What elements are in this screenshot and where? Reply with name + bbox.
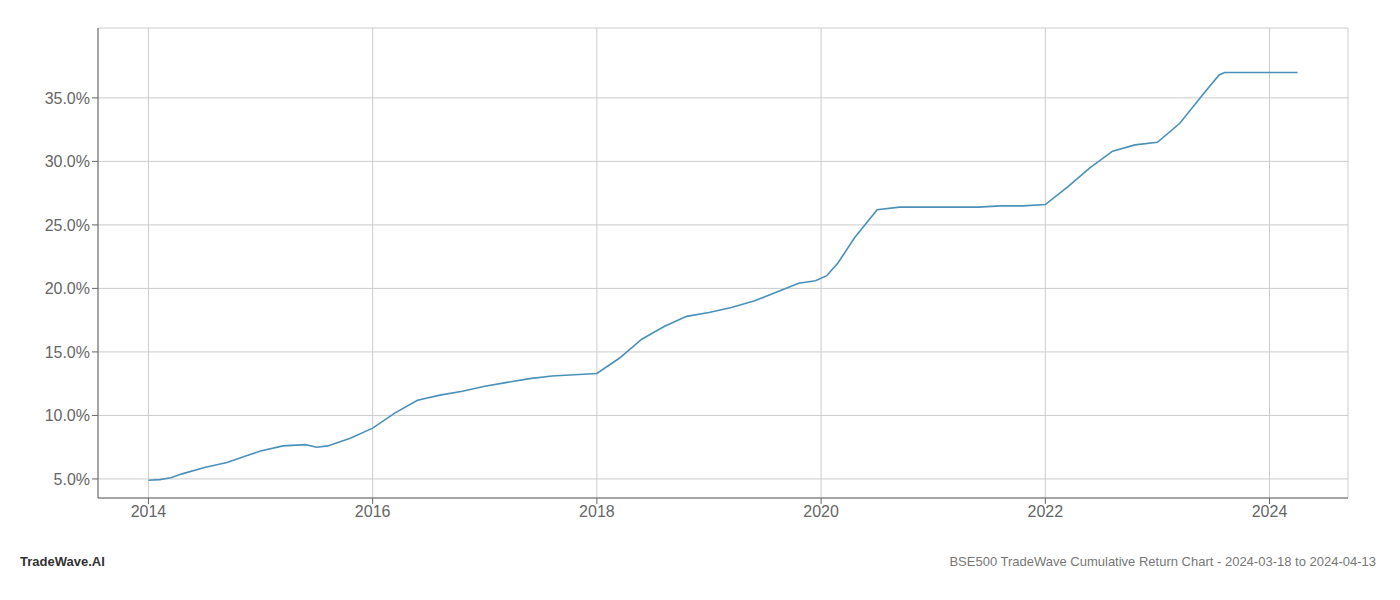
svg-text:2020: 2020: [803, 503, 839, 520]
svg-text:5.0%: 5.0%: [54, 471, 90, 488]
svg-text:2018: 2018: [579, 503, 615, 520]
html-text:BSE500 TradeWave Cumulative Re: BSE500 TradeWave Cumulative Return Chart…: [949, 554, 1376, 569]
svg-text:2024: 2024: [1252, 503, 1288, 520]
svg-text:35.0%: 35.0%: [45, 90, 90, 107]
svg-text:15.0%: 15.0%: [45, 344, 90, 361]
svg-text:10.0%: 10.0%: [45, 407, 90, 424]
svg-text:2016: 2016: [355, 503, 391, 520]
svg-text:30.0%: 30.0%: [45, 153, 90, 170]
svg-text:25.0%: 25.0%: [45, 217, 90, 234]
svg-text:2022: 2022: [1028, 503, 1064, 520]
svg-text:2014: 2014: [131, 503, 167, 520]
html-text:TradeWave.AI: TradeWave.AI: [20, 554, 105, 569]
svg-text:20.0%: 20.0%: [45, 280, 90, 297]
